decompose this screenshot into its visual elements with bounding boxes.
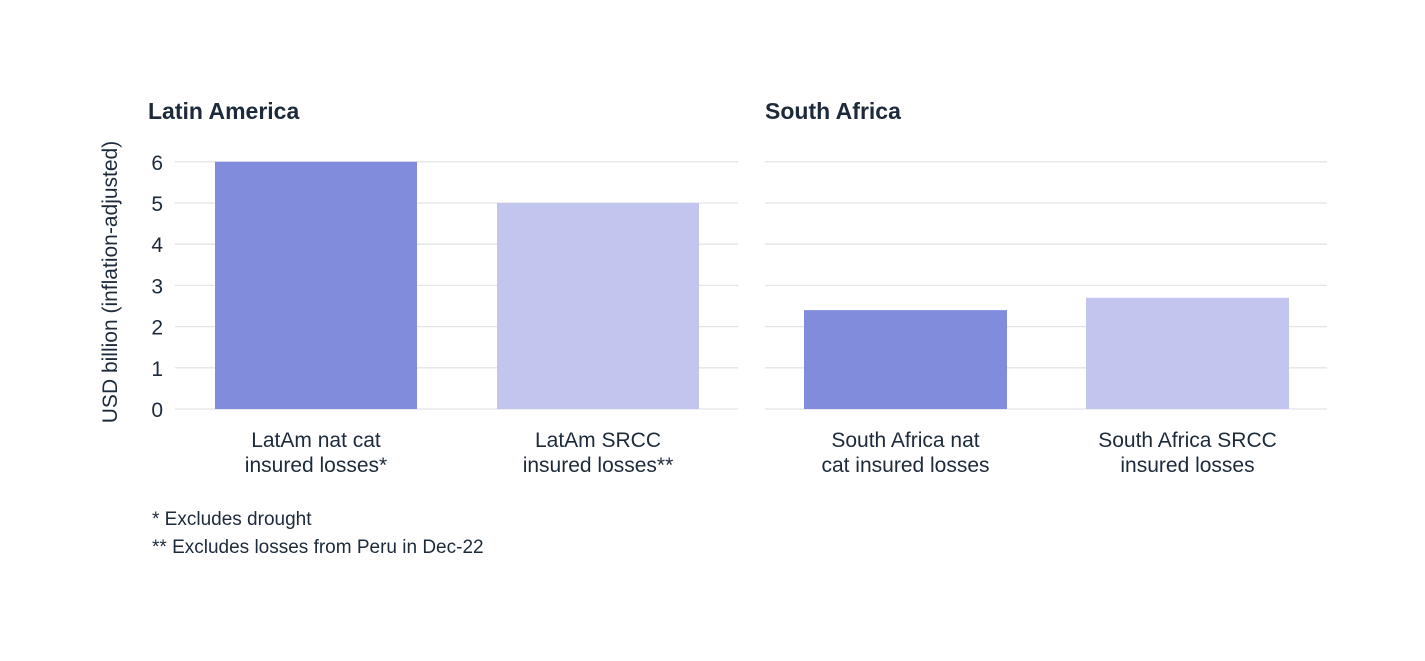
y-axis-label: USD billion (inflation-adjusted): [99, 141, 122, 423]
category-label: LatAm SRCC: [535, 429, 661, 452]
y-tick-label: 0: [151, 399, 163, 422]
bar: [1086, 297, 1289, 409]
y-tick-label: 4: [151, 234, 163, 257]
panel-title-south-africa: South Africa: [765, 98, 901, 124]
category-label: South Africa nat: [831, 429, 979, 452]
y-tick-label: 2: [151, 317, 163, 340]
panel-title-latin-america: Latin America: [148, 98, 299, 124]
y-tick-label: 1: [151, 358, 163, 381]
category-label: LatAm nat cat: [251, 429, 381, 452]
category-label: South Africa SRCC: [1098, 429, 1277, 452]
footnote-2: ** Excludes losses from Peru in Dec-22: [152, 537, 484, 558]
y-tick-label: 6: [151, 152, 163, 175]
category-label: insured losses**: [523, 454, 674, 477]
bar: [804, 310, 1007, 409]
bar: [215, 161, 417, 409]
y-tick-label: 5: [151, 193, 163, 216]
category-label: cat insured losses: [821, 454, 989, 477]
bar: [497, 203, 699, 409]
footnote-1: * Excludes drought: [152, 509, 312, 530]
category-label: insured losses: [1120, 454, 1254, 477]
y-tick-label: 3: [151, 275, 163, 298]
category-label: insured losses*: [245, 454, 387, 477]
